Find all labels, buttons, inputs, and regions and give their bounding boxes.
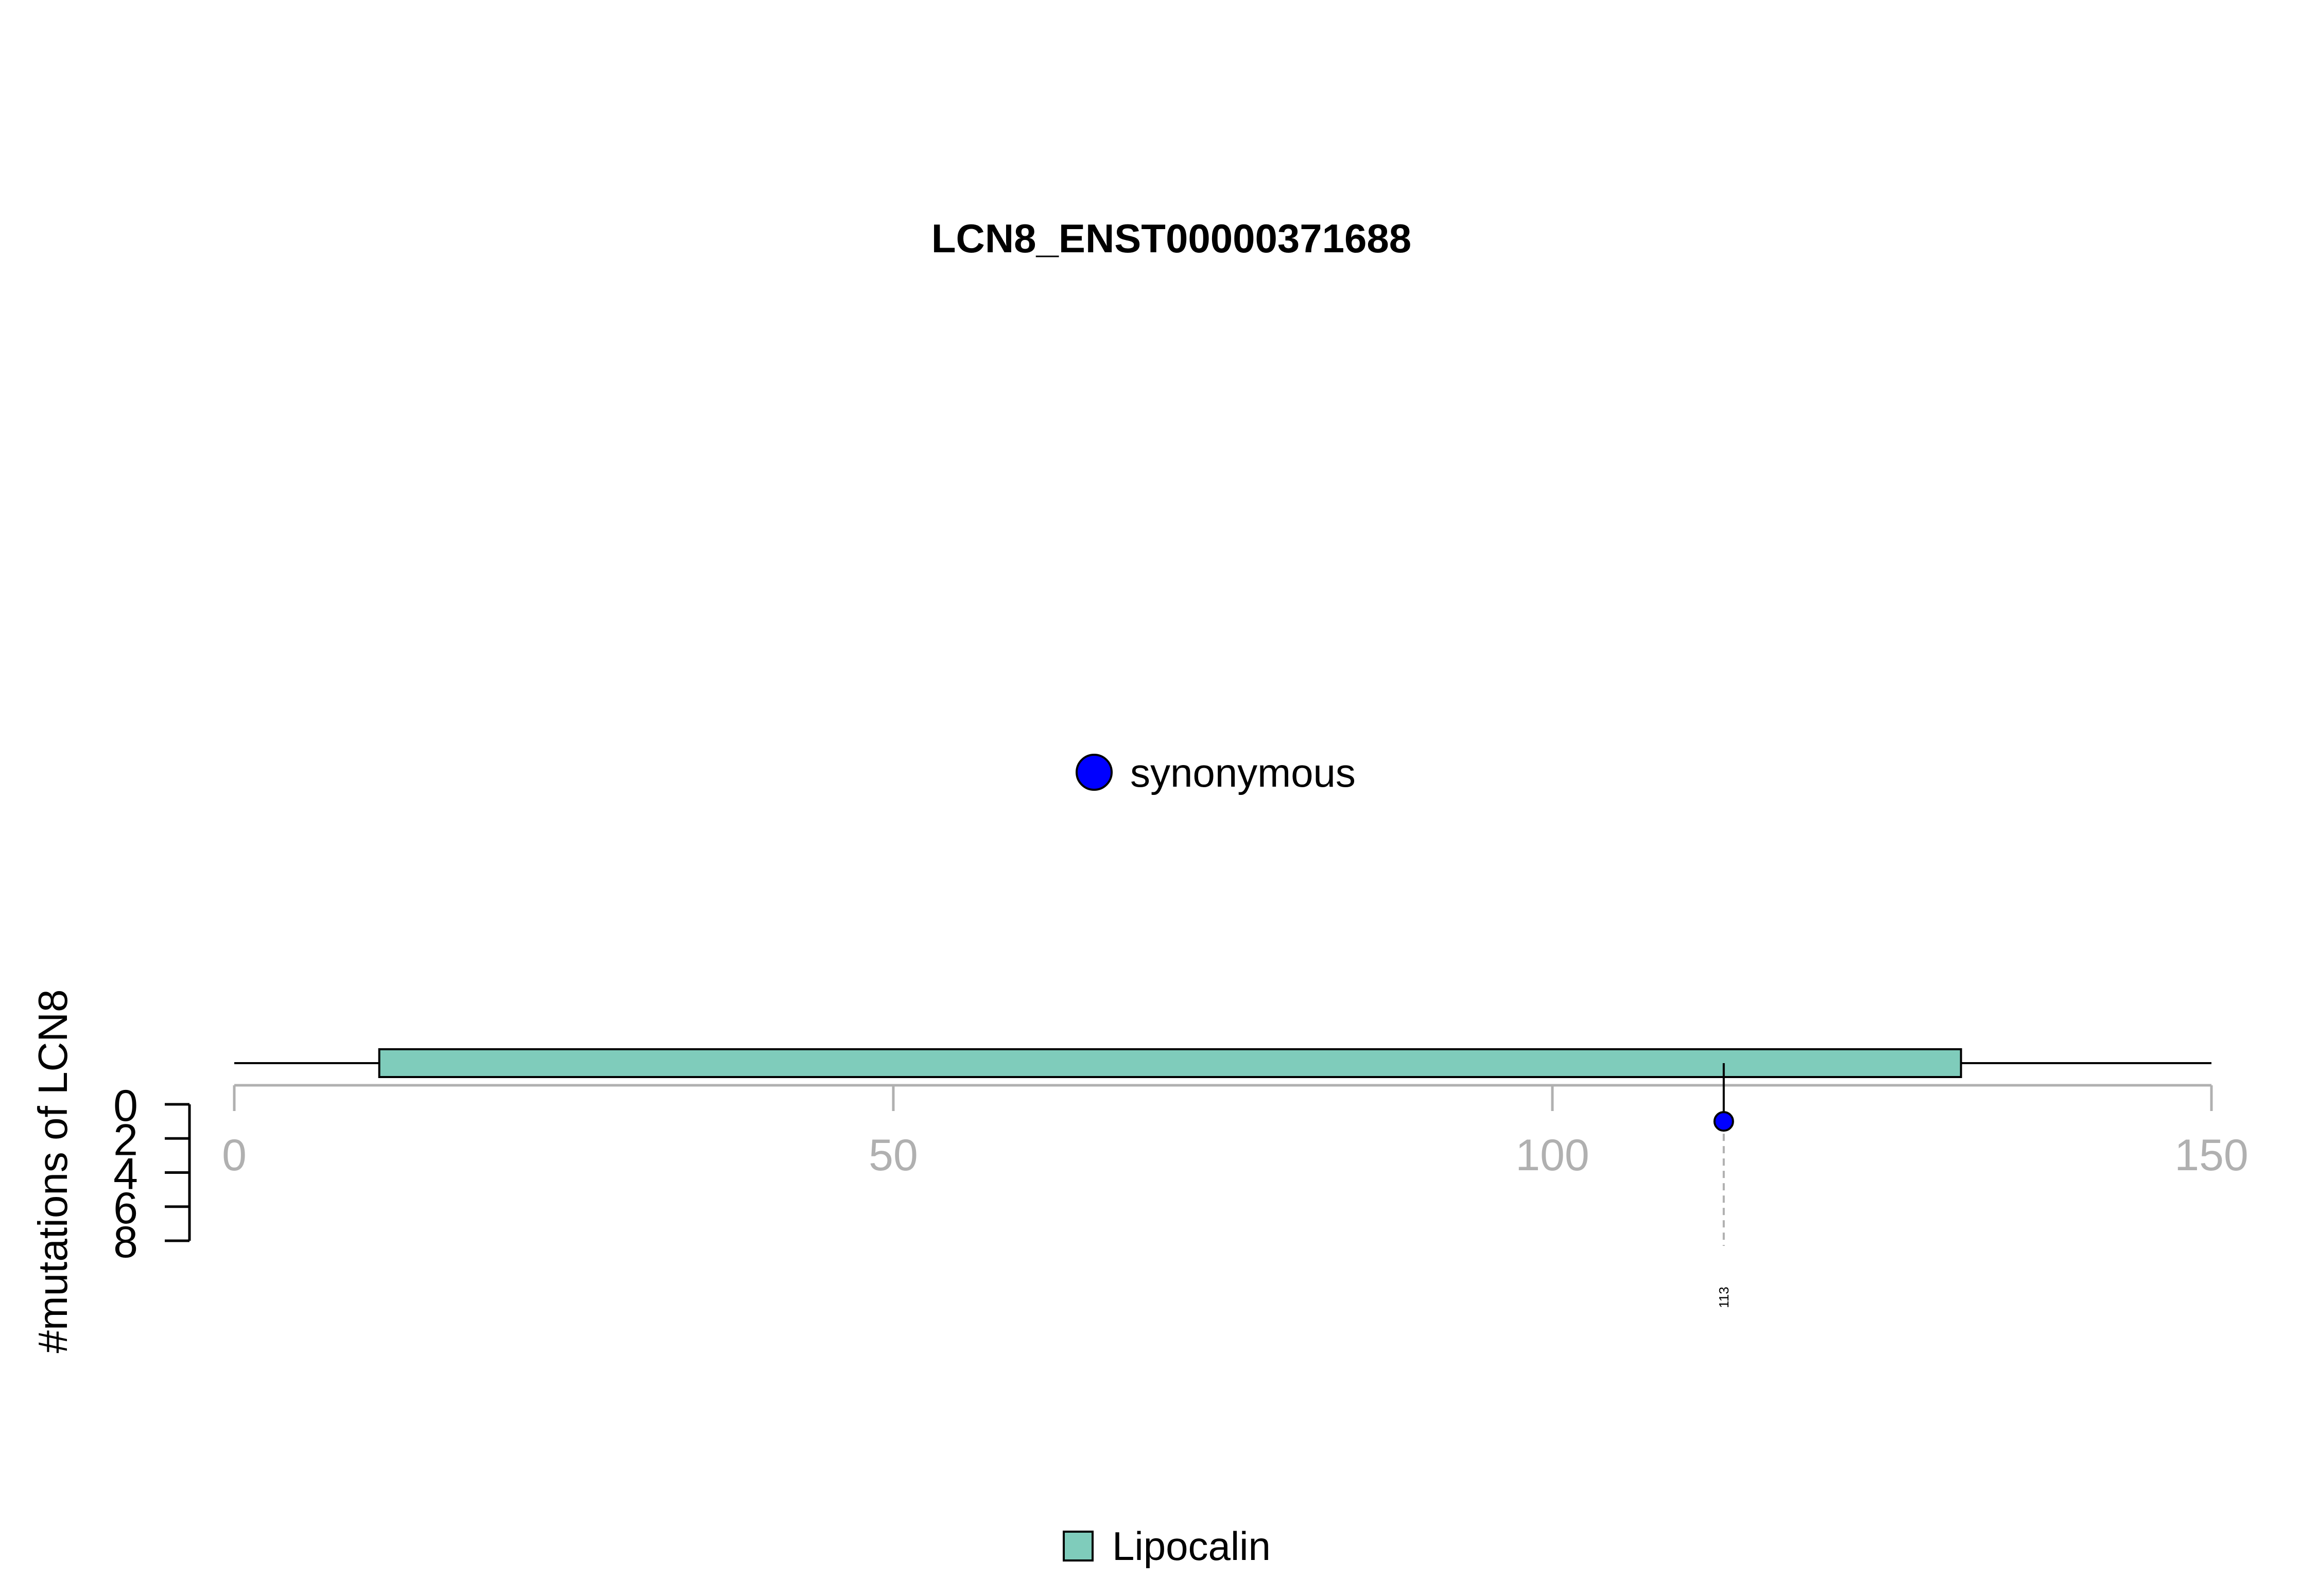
x-axis: 0 50 100 150 [222,1084,2249,1180]
y-tick-label-2: 2 [113,1115,138,1165]
mutation-head-113 [1713,1111,1734,1132]
x-tick-label-0: 0 [222,1131,247,1180]
domain-lipocalin [378,1048,1962,1078]
legend-lipocalin-label: Lipocalin [1112,1523,1271,1569]
y-tick-label-4: 4 [113,1150,138,1199]
mutation-lollipops: 113 [1713,1063,1734,1308]
legend-lipocalin-swatch [1063,1531,1094,1562]
y-tick-label-8: 8 [113,1218,138,1267]
mutation-label-113: 113 [1716,1287,1732,1308]
legend-synonymous-label: synonymous [1130,750,1356,795]
x-tick-label-100: 100 [1515,1131,1589,1180]
y-tick-label-6: 6 [113,1184,138,1233]
y-axis-label: #mutations of LCN8 [30,989,76,1353]
x-tick-label-50: 50 [869,1131,918,1180]
mutation-legend: synonymous [1076,750,1356,795]
legend-synonymous-marker [1076,754,1113,791]
x-tick-label-150: 150 [2174,1131,2249,1180]
domain-legend: Lipocalin [1063,1523,1271,1569]
chart-title: LCN8_ENST00000371688 [931,216,1411,261]
protein-track [234,1048,2211,1078]
y-tick-label-0: 0 [113,1081,138,1131]
